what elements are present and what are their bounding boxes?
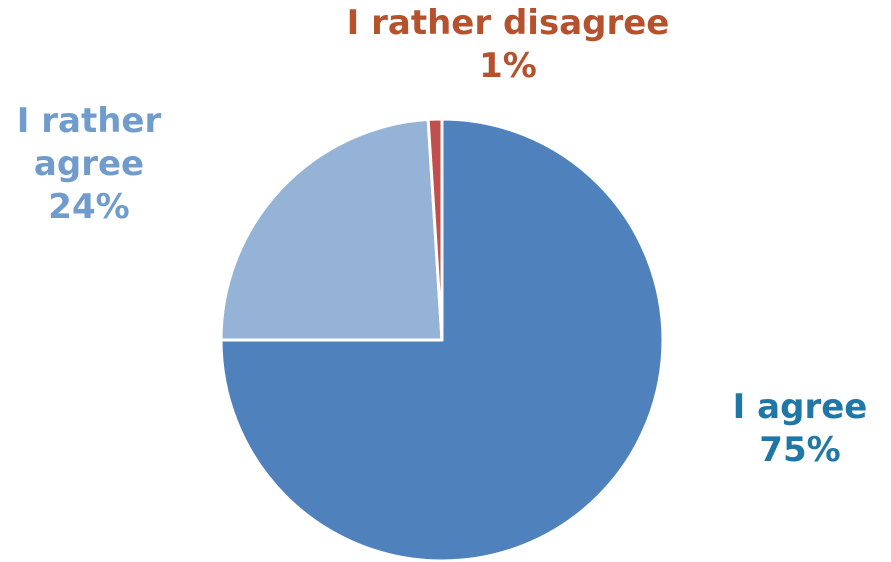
pie-slice-i-agree bbox=[219, 117, 665, 562]
data-label-i-rather-agree-value: 24% bbox=[48, 187, 130, 227]
data-label-i-rather-disagree-value: 1% bbox=[479, 46, 537, 86]
data-label-i-agree-name: I agree bbox=[732, 387, 868, 427]
data-label-i-rather-agree: I rather agree 24% bbox=[0, 100, 178, 229]
pie-slice-i-rather-agree bbox=[219, 117, 444, 342]
data-label-i-rather-disagree: I rather disagree 1% bbox=[318, 2, 698, 88]
data-label-i-agree-value: 75% bbox=[759, 430, 841, 470]
pie-slices bbox=[219, 117, 665, 562]
pie-slice-i-rather-disagree bbox=[426, 117, 444, 342]
data-label-i-rather-agree-line2: agree bbox=[33, 144, 145, 184]
data-label-i-agree: I agree 75% bbox=[710, 386, 890, 472]
data-label-i-rather-disagree-name: I rather disagree bbox=[346, 3, 670, 43]
data-label-i-rather-agree-line1: I rather bbox=[16, 101, 162, 141]
